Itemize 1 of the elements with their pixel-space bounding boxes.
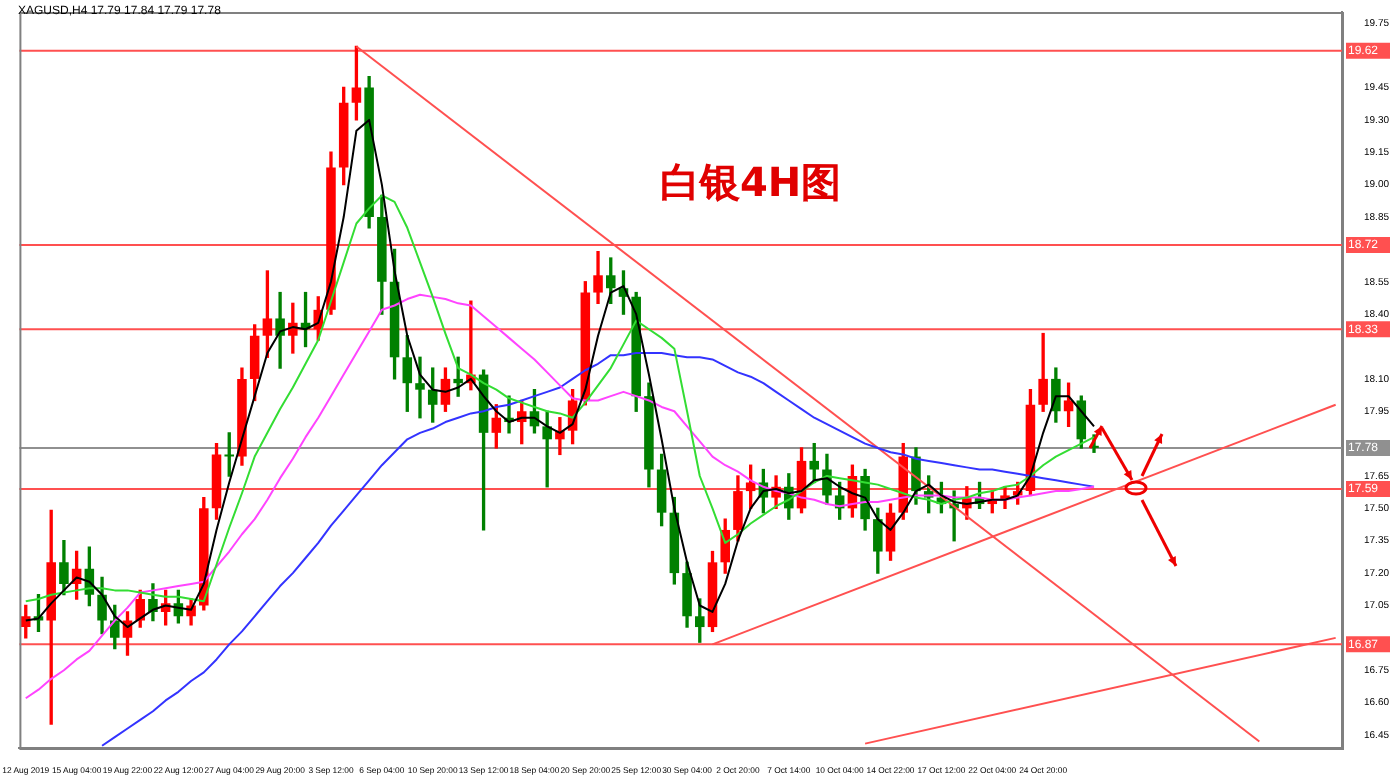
text: 白银4H图 (660, 156, 842, 210)
